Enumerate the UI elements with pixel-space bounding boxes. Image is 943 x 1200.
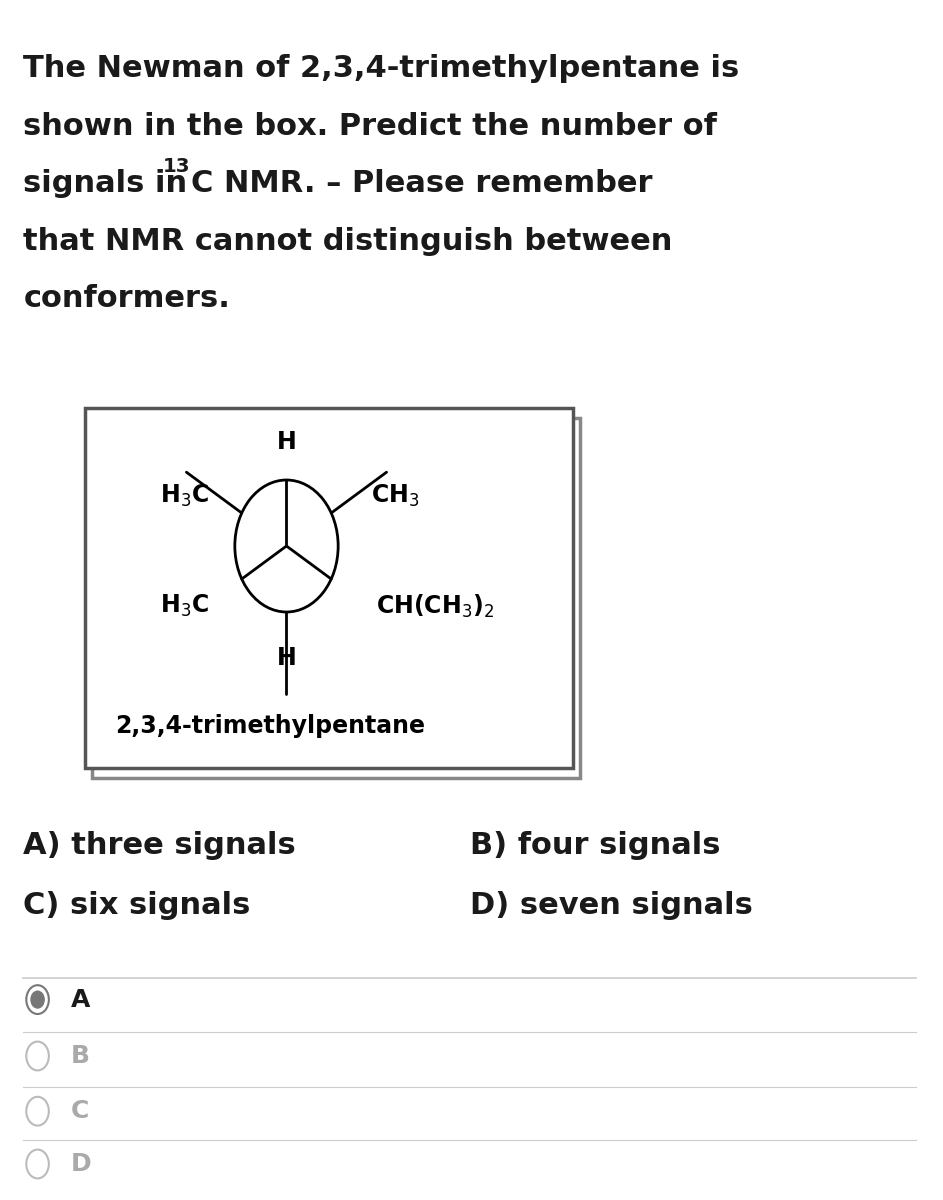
Text: CH$_3$: CH$_3$ <box>371 482 420 509</box>
Text: H$_3$C: H$_3$C <box>160 593 209 619</box>
Text: conformers.: conformers. <box>24 284 230 313</box>
Text: H: H <box>276 430 296 454</box>
Circle shape <box>235 480 339 612</box>
Text: B) four signals: B) four signals <box>470 832 720 860</box>
Text: A) three signals: A) three signals <box>24 832 296 860</box>
Text: C: C <box>71 1099 89 1123</box>
Circle shape <box>26 1150 49 1178</box>
Circle shape <box>26 985 49 1014</box>
Circle shape <box>26 1097 49 1126</box>
Text: C NMR. – Please remember: C NMR. – Please remember <box>190 169 653 198</box>
Text: C) six signals: C) six signals <box>24 892 251 920</box>
Text: signals in: signals in <box>24 169 198 198</box>
Text: H$_3$C: H$_3$C <box>160 482 209 509</box>
Text: that NMR cannot distinguish between: that NMR cannot distinguish between <box>24 227 673 256</box>
FancyBboxPatch shape <box>85 408 573 768</box>
Text: CH(CH$_3$)$_2$: CH(CH$_3$)$_2$ <box>375 593 494 619</box>
Text: B: B <box>71 1044 90 1068</box>
Circle shape <box>31 991 44 1008</box>
Text: H: H <box>276 646 296 670</box>
Text: A: A <box>71 988 90 1012</box>
Text: D) seven signals: D) seven signals <box>470 892 753 920</box>
Text: 2,3,4-trimethylpentane: 2,3,4-trimethylpentane <box>115 714 425 738</box>
Text: The Newman of 2,3,4-trimethylpentane is: The Newman of 2,3,4-trimethylpentane is <box>24 54 739 83</box>
Text: shown in the box. Predict the number of: shown in the box. Predict the number of <box>24 112 718 140</box>
Text: D: D <box>71 1152 91 1176</box>
Circle shape <box>26 1042 49 1070</box>
Text: 13: 13 <box>162 157 190 176</box>
